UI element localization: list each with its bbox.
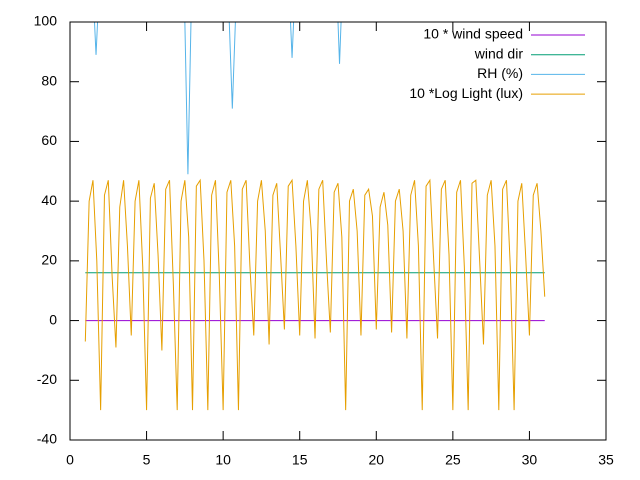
legend-label: wind dir xyxy=(474,45,524,61)
y-tick-label: 20 xyxy=(41,252,57,268)
x-tick-label: 35 xyxy=(598,452,614,468)
series-line xyxy=(84,178,546,411)
x-tick-label: 10 xyxy=(215,452,231,468)
y-tick-label: 0 xyxy=(49,311,57,327)
y-tick-label: 80 xyxy=(41,72,57,88)
plot-lines xyxy=(84,22,546,411)
legend-label: 10 *Log Light (lux) xyxy=(409,85,523,101)
x-tick-label: 0 xyxy=(66,452,74,468)
x-tick-label: 25 xyxy=(445,452,461,468)
x-tick-label: 30 xyxy=(522,452,538,468)
x-tick-label: 20 xyxy=(368,452,384,468)
legend-label: RH (%) xyxy=(477,65,523,81)
y-tick-label: 100 xyxy=(34,13,58,29)
y-tick-label: 40 xyxy=(41,192,57,208)
plot-border xyxy=(69,21,607,441)
y-tick-label: -20 xyxy=(37,371,57,387)
y-tick-label: -40 xyxy=(37,431,57,447)
x-tick-label: 15 xyxy=(292,452,308,468)
legend-label: 10 * wind speed xyxy=(423,26,523,42)
x-tick-label: 5 xyxy=(143,452,151,468)
y-tick-label: 60 xyxy=(41,132,57,148)
series-line xyxy=(85,22,545,175)
